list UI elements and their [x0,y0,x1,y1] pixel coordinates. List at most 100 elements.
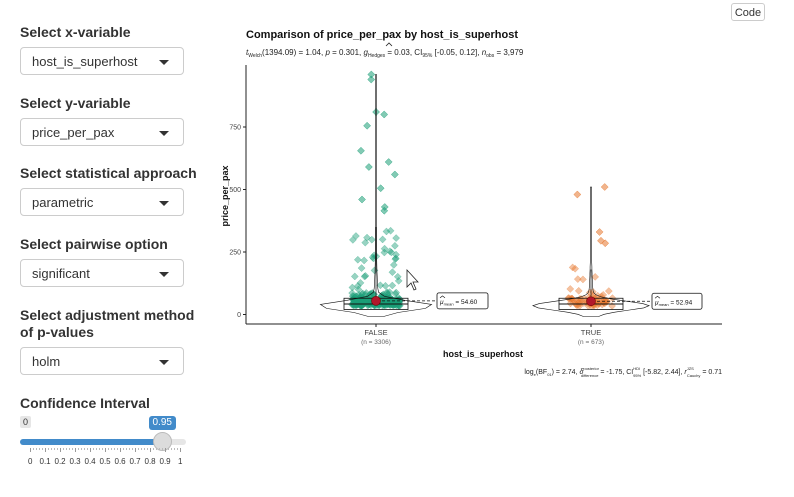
data-point [579,275,587,284]
data-point [391,299,399,308]
ci-slider-minor-tick [81,448,82,450]
data-point [391,241,399,250]
data-point [361,238,370,247]
chart-subtitle: tWelch(1394.09) = 1.04, p = 0.301, gHedg… [246,48,524,59]
hat-mu-icon [654,295,661,299]
subtitle-welch: Welch [248,53,262,59]
approach-label: Select statistical approach [20,165,197,181]
pairwise-label: Select pairwise option [20,236,168,252]
data-point [357,300,366,309]
data-point [360,272,369,281]
outlier-point [367,70,376,79]
data-point [378,235,387,244]
x-variable-select[interactable]: host_is_superhost [20,47,184,75]
subtitle-part4: [-0.05, 0.12], [432,48,481,57]
data-point [568,263,577,272]
data-point [389,261,398,269]
data-point [368,289,377,298]
ci-slider-tick [105,448,106,452]
data-point [376,281,385,290]
data-point [382,227,391,236]
outlier-point [367,75,376,84]
ci-slider-value-badge: 0.95 [148,416,176,430]
ci-slider-minor-tick [69,448,70,450]
outlier-point [384,158,393,166]
y-variable-select[interactable]: price_per_pax [20,118,184,146]
outlier-point [363,121,371,130]
caption-part5: [-5.82, 2.44], [641,369,684,376]
x-tick-n-label: (n = 673) [578,339,604,346]
hat-g-icon [385,42,393,47]
data-point [354,282,362,290]
ci-slider-minor-tick [174,448,175,450]
data-point [354,285,363,294]
caption-part6: = 0.71 [700,369,722,376]
caption-01: 01 [547,372,552,377]
data-point [574,299,582,307]
ci-slider-minor-tick [171,448,172,450]
x-tick-n-label: (n = 3306) [361,339,391,346]
data-point [349,236,357,244]
subtitle-part5: = 3,979 [494,48,524,57]
subtitle-hedges: Hedges [368,53,386,59]
data-point [393,272,402,281]
chevron-down-icon [159,60,169,65]
adjustment-label-line2: of p-values [20,324,94,340]
ci-slider-minor-tick [87,448,88,450]
ci-slider-minor-tick [96,448,97,450]
chevron-down-icon [159,360,169,365]
ci-slider-minor-tick [141,448,142,450]
data-point [381,282,390,290]
data-point [593,301,602,310]
outlier-point [357,146,365,155]
data-point [348,283,357,292]
violin-outline [532,186,650,317]
data-point [354,255,362,264]
ci-slider-tick-label: 0 [28,457,33,466]
x-tick-label: TRUE [581,328,601,337]
ci-slider-minor-tick [156,448,157,450]
ci-slider-tick [150,448,151,452]
adjustment-select[interactable]: holm [20,347,184,375]
data-point [363,233,371,242]
ci-slider-tick [165,448,166,452]
mean-point [586,296,596,307]
ci-slider-tick-label: 0.7 [129,457,141,466]
outlier-point [391,170,399,179]
outlier-point [380,110,388,119]
ci-slider-tick-label: 0.2 [54,457,66,466]
ci-slider-tick-label: 1 [178,457,183,466]
pairwise-select[interactable]: significant [20,259,184,287]
outlier-point [358,195,366,204]
subtitle-obs: obs [486,53,495,59]
ci-slider-handle[interactable] [153,432,172,451]
ci-slider-minor-tick [168,448,169,450]
caption-part2: (BF [536,369,547,376]
subtitle-part2: = 0.301, [330,48,364,57]
data-point [591,273,599,281]
ci-slider-minor-tick [33,448,34,450]
data-point [379,293,387,302]
ci-slider-tick-label: 0.9 [159,457,171,466]
mouse-cursor-icon [406,268,419,291]
data-point [573,275,582,283]
ci-slider-minor-tick [111,448,112,450]
data-point [394,277,403,285]
subtitle-part1: (1394.09) = 1.04, [262,48,325,57]
data-point [580,299,588,307]
data-point [385,288,394,296]
data-point [387,248,396,257]
ci-slider-tick-label: 0.4 [84,457,96,466]
data-point [574,287,583,295]
caption-posterior: posterior [583,366,599,371]
x-axis-title: host_is_superhost [443,349,523,359]
caption-part1: log [524,369,533,376]
code-button[interactable]: Code [731,3,765,21]
approach-select[interactable]: parametric [20,188,184,216]
x-tick-label: FALSE [364,328,387,337]
data-point [380,248,389,257]
chevron-down-icon [159,131,169,136]
ci-slider-tick-label: 0.8 [144,457,156,466]
violin-outline [319,74,433,317]
